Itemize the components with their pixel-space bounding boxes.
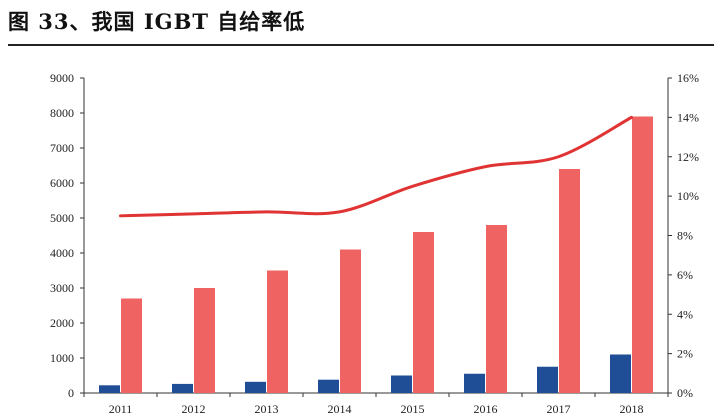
chart-title: 图 33、我国 IGBT 自给率低 — [8, 9, 306, 34]
y-tick-label-right: 0% — [677, 386, 693, 400]
y-tick-label-left: 1000 — [50, 351, 74, 365]
bar-series-1 — [610, 354, 631, 393]
y-tick-label-left: 8000 — [50, 106, 74, 120]
y-tick-label-right: 4% — [677, 307, 693, 321]
bar-series-1 — [172, 383, 193, 393]
y-tick-label-left: 0 — [68, 386, 74, 400]
y-tick-label-left: 7000 — [50, 141, 74, 155]
bar-layer — [99, 116, 653, 393]
line-series — [119, 115, 633, 218]
y-tick-label-left: 6000 — [50, 176, 74, 190]
y-tick-label-right: 12% — [677, 150, 699, 164]
bar-series-1 — [318, 379, 339, 393]
bar-series-2 — [486, 225, 507, 393]
y-tick-label-right: 14% — [677, 110, 699, 124]
bar-series-2 — [267, 270, 288, 393]
bar-series-1 — [99, 385, 120, 393]
x-tick-label: 2012 — [182, 402, 206, 416]
bar-series-2 — [121, 298, 142, 393]
x-tick-label: 2017 — [547, 402, 571, 416]
y-tick-label-right: 16% — [677, 71, 699, 85]
bar-series-1 — [391, 375, 412, 393]
title-rule — [8, 44, 714, 46]
bar-series-2 — [340, 249, 361, 393]
y-tick-label-left: 2000 — [50, 316, 74, 330]
line-layer — [119, 115, 633, 218]
tick-labels: 0 1000 2000 3000 4000 5000 6000 7000 8000 9000 0% 2… — [50, 71, 699, 416]
bar-series-1 — [245, 381, 266, 393]
y-tick-label-right: 6% — [677, 268, 693, 282]
chart-axes — [80, 77, 672, 397]
bar-series-2 — [559, 169, 580, 393]
y-tick-label-left: 4000 — [50, 246, 74, 260]
bar-series-1 — [537, 366, 558, 393]
y-tick-label-left: 9000 — [50, 71, 74, 85]
x-tick-label: 2011 — [109, 402, 133, 416]
x-tick-label: 2015 — [401, 402, 425, 416]
bar-series-1 — [464, 373, 485, 393]
y-tick-label-left: 3000 — [50, 281, 74, 295]
x-tick-label: 2018 — [620, 402, 644, 416]
x-tick-label: 2013 — [255, 402, 279, 416]
x-tick-label: 2014 — [328, 402, 352, 416]
y-tick-label-left: 5000 — [50, 211, 74, 225]
y-tick-label-right: 10% — [677, 189, 699, 203]
bar-series-2 — [194, 288, 215, 393]
y-tick-label-right: 8% — [677, 229, 693, 243]
bar-series-2 — [413, 232, 434, 393]
x-tick-label: 2016 — [474, 402, 498, 416]
y-tick-label-right: 2% — [677, 347, 693, 361]
bar-series-2 — [632, 116, 653, 393]
